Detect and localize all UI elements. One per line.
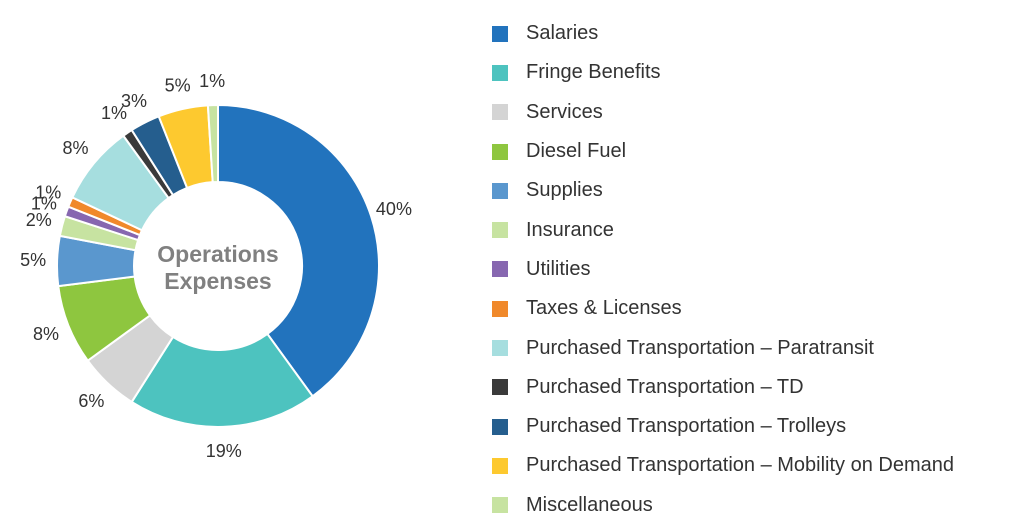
slice-miscellaneous bbox=[206, 103, 219, 184]
legend-item-supplies: Supplies bbox=[492, 171, 1022, 210]
legend-label: Miscellaneous bbox=[526, 493, 653, 516]
legend-swatch bbox=[492, 64, 508, 81]
legend-label: Purchased Transportation – Paratransit bbox=[526, 336, 874, 359]
slice-label-miscellaneous: 1% bbox=[199, 71, 225, 91]
slice-salaries bbox=[217, 103, 380, 398]
legend-swatch bbox=[492, 182, 508, 199]
legend-label: Insurance bbox=[526, 218, 614, 241]
legend-item-purchased-transportation-paratransit: Purchased Transportation – Paratransit bbox=[492, 328, 1022, 367]
legend-item-services: Services bbox=[492, 93, 1022, 132]
legend-swatch bbox=[492, 418, 508, 435]
slice-label-purchased-transportation-td: 1% bbox=[101, 103, 127, 123]
legend-swatch bbox=[492, 261, 508, 278]
legend-label: Purchased Transportation – Trolleys bbox=[526, 415, 847, 438]
legend-item-fringe-benefits: Fringe Benefits bbox=[492, 53, 1022, 92]
slice-label-fringe-benefits: 19% bbox=[206, 441, 242, 461]
chart-title: Operations bbox=[157, 241, 278, 267]
legend-item-purchased-transportation-td: Purchased Transportation – TD bbox=[492, 368, 1022, 407]
legend-swatch bbox=[492, 300, 508, 317]
slice-label-salaries: 40% bbox=[376, 199, 412, 219]
legend-label: Fringe Benefits bbox=[526, 61, 661, 84]
slice-label-supplies: 5% bbox=[20, 250, 46, 270]
slice-label-services: 6% bbox=[78, 391, 104, 411]
legend-swatch bbox=[492, 222, 508, 239]
slice-labels: 40%19%6%8%5%2%1%1%8%1%3%5% 1% bbox=[20, 71, 412, 461]
legend-label: Purchased Transportation – TD bbox=[526, 375, 804, 398]
legend-label: Services bbox=[526, 100, 603, 123]
legend-label: Utilities bbox=[526, 257, 591, 280]
slice-label-diesel-fuel: 8% bbox=[33, 324, 59, 344]
donut-slices bbox=[56, 103, 380, 428]
legend-swatch bbox=[492, 379, 508, 396]
legend-swatch bbox=[492, 104, 508, 121]
legend-swatch bbox=[492, 25, 508, 42]
donut-chart: 40%19%6%8%5%2%1%1%8%1%3%5% 1% Operations … bbox=[20, 71, 412, 461]
legend-label: Supplies bbox=[526, 179, 603, 202]
slice-label-purchased-transportation-paratransit: 8% bbox=[62, 138, 88, 158]
legend-label: Salaries bbox=[526, 22, 599, 45]
legend-item-diesel-fuel: Diesel Fuel bbox=[492, 132, 1022, 171]
slice-fringe-benefits bbox=[130, 332, 315, 428]
chart-legend: Salaries Fringe Benefits Services Diesel Fu… bbox=[492, 14, 1022, 525]
legend-swatch bbox=[492, 143, 508, 160]
legend-item-miscellaneous: Miscellaneous bbox=[492, 486, 1022, 525]
slice-label-insurance: 2% bbox=[26, 210, 52, 230]
legend-item-purchased-transportation-trolleys: Purchased Transportation – Trolleys bbox=[492, 407, 1022, 446]
slice-label-purchased-transportation-trolleys: 3% bbox=[121, 91, 147, 111]
legend-label: Diesel Fuel bbox=[526, 140, 627, 163]
legend-label: Purchased Transportation – Mobility on D… bbox=[526, 454, 955, 477]
legend-swatch bbox=[492, 497, 508, 514]
legend-item-utilities: Utilities bbox=[492, 250, 1022, 289]
legend-item-insurance: Insurance bbox=[492, 210, 1022, 249]
legend-label: Taxes & Licenses bbox=[526, 297, 682, 320]
chart-title-line2: Expenses bbox=[164, 268, 271, 294]
legend-item-salaries: Salaries bbox=[492, 14, 1022, 53]
legend-item-purchased-transportation-mobility-on-demand: Purchased Transportation – Mobility on D… bbox=[492, 446, 1022, 485]
legend-item-taxes-and-licenses: Taxes & Licenses bbox=[492, 289, 1022, 328]
slice-label-utilities: 1% bbox=[31, 193, 57, 213]
slice-label-taxes-and-licenses: 1% bbox=[35, 183, 61, 203]
slice-label-purchased-transportation-mobility-on-demand: 5% bbox=[165, 75, 191, 95]
legend-swatch bbox=[492, 457, 508, 474]
legend-swatch bbox=[492, 340, 508, 357]
